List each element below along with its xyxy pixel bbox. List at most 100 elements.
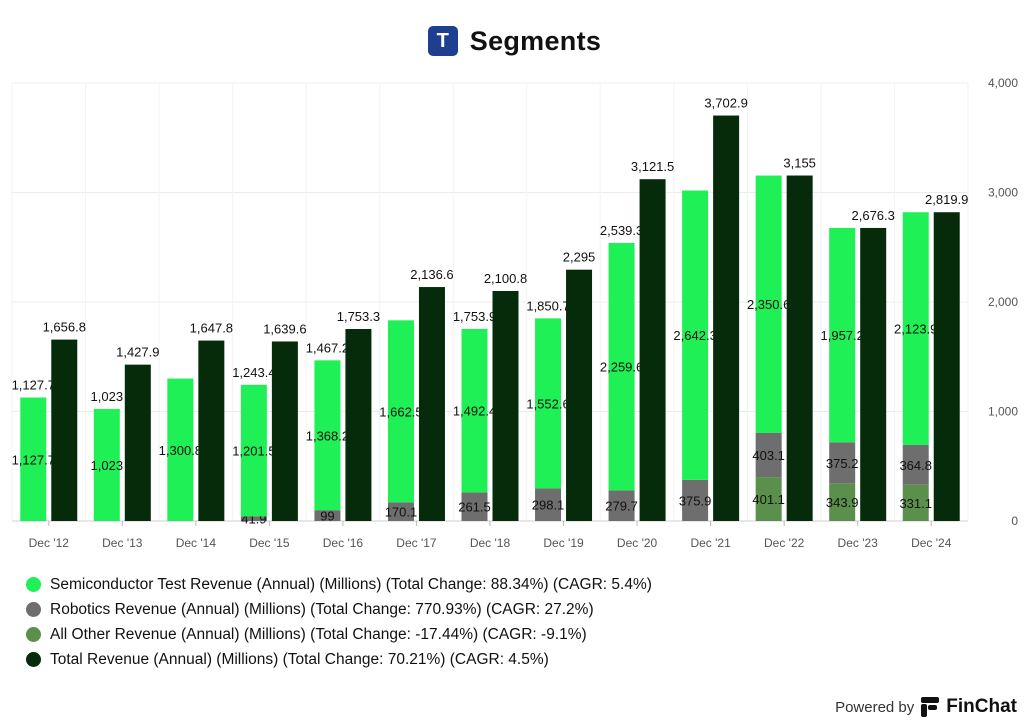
x-tick-label: Dec '24 bbox=[911, 536, 952, 550]
bar-semiconductor bbox=[20, 397, 47, 521]
legend-dot-icon bbox=[26, 602, 41, 617]
data-label-semiconductor: 1,201.5 bbox=[232, 444, 275, 459]
bar-robotics bbox=[461, 492, 488, 521]
bar-total bbox=[124, 364, 151, 521]
bar-robotics bbox=[387, 502, 414, 521]
legend-dot-icon bbox=[26, 627, 41, 642]
bar-semiconductor bbox=[608, 242, 635, 491]
bar-semiconductor bbox=[829, 227, 856, 443]
bar-total bbox=[51, 339, 78, 521]
finchat-logo-icon bbox=[921, 697, 940, 717]
segments-bar-chart: 0 1,000 2,000 3,000 4,000 Dec '12 1,127.7 1,127… bbox=[11, 76, 1018, 550]
data-label-robotics: 170.1 bbox=[385, 505, 418, 520]
company-logo-icon: T bbox=[427, 26, 458, 56]
bar-total bbox=[492, 290, 519, 521]
legend-item-robotics[interactable]: Robotics Revenue (Annual) (Millions) (To… bbox=[26, 597, 652, 622]
chart-header: T Segments bbox=[0, 24, 1029, 58]
data-label-semiconductor: 1,957.2 bbox=[821, 328, 864, 343]
data-label-stack-total: 1,753.9 bbox=[453, 309, 496, 324]
x-tick-label: Dec '17 bbox=[396, 536, 437, 550]
bar-semiconductor bbox=[755, 175, 782, 433]
bar-total bbox=[345, 329, 372, 521]
data-label-robotics: 403.1 bbox=[752, 448, 785, 463]
bar-semiconductor bbox=[167, 378, 194, 521]
legend-label: Total Revenue (Annual) (Millions) (Total… bbox=[50, 650, 549, 668]
y-tick-label: 3,000 bbox=[988, 186, 1018, 200]
bar-all-other bbox=[755, 477, 782, 521]
bar-semiconductor bbox=[387, 320, 414, 503]
bar-robotics bbox=[829, 442, 856, 484]
bar-total bbox=[271, 341, 298, 521]
powered-by-footer[interactable]: Powered by FinChat bbox=[835, 696, 1017, 718]
bar-total bbox=[786, 175, 813, 521]
powered-by-text: Powered by bbox=[835, 698, 915, 716]
x-tick-label: Dec '14 bbox=[176, 536, 217, 550]
data-label-robotics: 375.2 bbox=[826, 456, 859, 471]
bar-semiconductor bbox=[902, 212, 929, 445]
data-label-semiconductor: 1,492.4 bbox=[453, 404, 496, 419]
data-label-all-other: 343.9 bbox=[826, 495, 859, 510]
bar-total bbox=[418, 287, 445, 521]
y-tick-label: 4,000 bbox=[988, 76, 1018, 90]
bar-total bbox=[933, 212, 960, 521]
data-label-semiconductor: 2,123.9 bbox=[894, 322, 937, 337]
x-tick-label: Dec '22 bbox=[764, 536, 805, 550]
bar-robotics bbox=[682, 479, 709, 521]
data-label-total: 1,427.9 bbox=[116, 345, 159, 360]
data-label-robotics: 279.7 bbox=[605, 499, 638, 514]
data-label-robotics: 261.5 bbox=[458, 500, 491, 515]
x-tick-label: Dec '15 bbox=[249, 536, 290, 550]
bar-total bbox=[566, 269, 593, 521]
finchat-brand: FinChat bbox=[946, 696, 1017, 717]
y-tick-label: 0 bbox=[1011, 514, 1018, 528]
legend-item-all-other[interactable]: All Other Revenue (Annual) (Millions) (T… bbox=[26, 622, 652, 647]
bar-all-other bbox=[902, 484, 929, 521]
x-tick-label: Dec '20 bbox=[617, 536, 658, 550]
data-label-stack-total: 1,467.2 bbox=[306, 340, 349, 355]
data-label-semiconductor: 1,552.6 bbox=[526, 396, 569, 411]
bar-semiconductor bbox=[240, 384, 267, 517]
data-label-total: 1,656.8 bbox=[43, 320, 86, 335]
bar-total bbox=[860, 227, 887, 522]
bar-total bbox=[713, 115, 740, 522]
data-label-total: 3,702.9 bbox=[704, 96, 747, 111]
data-label-semiconductor: 2,259.6 bbox=[600, 360, 643, 375]
bar-total bbox=[198, 340, 225, 521]
data-label-semiconductor: 1,300.8 bbox=[159, 443, 202, 458]
chart-title: Segments bbox=[469, 25, 602, 56]
bar-total bbox=[639, 179, 666, 522]
data-label-semiconductor: 1,127.7 bbox=[12, 452, 55, 467]
y-tick-label: 2,000 bbox=[988, 295, 1018, 309]
legend-dot-icon bbox=[26, 577, 41, 592]
legend-item-total[interactable]: Total Revenue (Annual) (Millions) (Total… bbox=[26, 647, 652, 672]
data-label-robotics: 298.1 bbox=[532, 498, 565, 513]
bar-robotics bbox=[240, 516, 267, 521]
data-label-semiconductor: 1,368.2 bbox=[306, 428, 349, 443]
x-tick-label: Dec '21 bbox=[690, 536, 731, 550]
data-label-total: 3,121.5 bbox=[631, 159, 674, 174]
data-label-robotics: 99 bbox=[320, 509, 334, 524]
legend-label: All Other Revenue (Annual) (Millions) (T… bbox=[50, 625, 587, 643]
x-tick-label: Dec '12 bbox=[29, 536, 70, 550]
data-label-total: 2,100.8 bbox=[484, 271, 527, 286]
x-tick-label: Dec '23 bbox=[838, 536, 879, 550]
bar-semiconductor bbox=[535, 318, 562, 489]
data-label-semiconductor: 1,662.5 bbox=[379, 404, 422, 419]
legend-label: Robotics Revenue (Annual) (Millions) (To… bbox=[50, 600, 594, 618]
data-label-stack-total: 2,539.3 bbox=[600, 223, 643, 238]
bar-robotics bbox=[535, 488, 562, 521]
data-label-total: 2,295 bbox=[563, 250, 596, 265]
data-label-robotics: 364.8 bbox=[899, 458, 932, 473]
x-tick-label: Dec '16 bbox=[323, 536, 364, 550]
data-label-stack-total: 1,127.7 bbox=[12, 378, 55, 393]
legend-item-semiconductor[interactable]: Semiconductor Test Revenue (Annual) (Mil… bbox=[26, 572, 652, 597]
data-label-semiconductor: 2,642.3 bbox=[673, 328, 716, 343]
data-label-stack-total: 1,023 bbox=[91, 389, 124, 404]
bar-robotics bbox=[902, 444, 929, 485]
data-label-total: 2,819.9 bbox=[925, 192, 968, 207]
bar-robotics bbox=[755, 432, 782, 478]
bar-semiconductor bbox=[93, 408, 120, 521]
x-tick-label: Dec '13 bbox=[102, 536, 143, 550]
data-label-robotics: 375.9 bbox=[679, 493, 712, 508]
data-label-total: 1,639.6 bbox=[263, 321, 306, 336]
